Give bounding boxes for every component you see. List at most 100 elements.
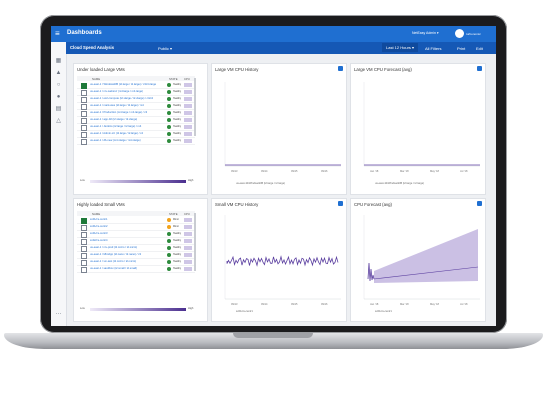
table-row[interactable]: us-east-1 / vm-test (t2.micro / t2.micro… [77, 259, 195, 266]
search-icon[interactable]: ○ [56, 82, 61, 88]
vm-name-link[interactable]: sv01/cs-centr1 [90, 218, 108, 221]
vm-name-link[interactable]: us-east-1 / vm-test (t2.micro / t2.micro… [90, 260, 137, 263]
alert-icon[interactable]: ▲ [55, 70, 62, 76]
forecast-line [373, 266, 479, 280]
visibility-dropdown[interactable]: Public ▾ [158, 46, 173, 51]
vm-name-link[interactable]: us-east-1 / db-new (m4.xlarge / m4.xlarg… [90, 139, 141, 142]
table-row[interactable]: us-east-1 / mv-prod (t2.micro / t2.micro… [77, 245, 195, 252]
row-checkbox[interactable] [81, 132, 87, 138]
scrollbar[interactable] [194, 78, 196, 136]
load-legend-bar [90, 308, 186, 311]
row-checkbox[interactable] [81, 97, 87, 103]
table-row[interactable]: us-east-1 / Admin-LC (t2.large / t2.larg… [77, 131, 195, 138]
row-checkbox[interactable] [81, 239, 87, 245]
tick-label: 09/13 [231, 169, 238, 173]
vm-name-link[interactable]: us-east-1 / MiniApp (t2.nano / t2.nano) … [90, 253, 141, 256]
scrollbar[interactable] [194, 213, 196, 271]
cpu-bar [184, 104, 192, 108]
vm-name-link[interactable]: sv01/cs-centr2 [90, 225, 108, 228]
left-sidebar: ▦ ▲ ○ ● ▤ △ … [51, 42, 67, 326]
row-checkbox[interactable] [81, 111, 87, 117]
table-row[interactable]: us-east-1 / Jenkins (t2.large / t2.large… [77, 124, 195, 131]
tick-label: Jul '18 [460, 169, 468, 173]
planning-icon[interactable]: ● [56, 94, 61, 100]
row-checkbox[interactable] [81, 246, 87, 252]
vm-name-link[interactable]: us-east-1 / app-02 (t2.xlarge / t2.xlarg… [90, 118, 138, 121]
table-row[interactable]: sv01/cs-centr1 Minor [77, 217, 195, 224]
warning-icon[interactable]: △ [56, 118, 61, 124]
dashboard-name[interactable]: Cloud Spend Analysis [70, 45, 115, 50]
print-button[interactable]: Print [457, 46, 466, 51]
vm-name-link[interactable]: us-east-1 / sandbox (t2.small / t2.small… [90, 267, 137, 270]
table-row[interactable]: us-east-1 / mv-websrvr (m4.large / m4.la… [77, 89, 195, 96]
row-checkbox[interactable] [81, 125, 87, 131]
row-checkbox[interactable] [81, 90, 87, 96]
panel-options-icon[interactable] [338, 66, 343, 71]
vm-name-link[interactable]: us-east-1 / Admin-LC (t2.large / t2.larg… [90, 132, 144, 135]
tick-label: 09/15 [291, 302, 298, 306]
row-checkbox[interactable] [81, 83, 87, 89]
panel-options-icon[interactable] [477, 201, 482, 206]
time-range-dropdown[interactable]: Last 12 Hours ▾ [382, 43, 418, 52]
highly-loaded-table: NAME STATE CPU sv01/cs-centr1 Minor sv01/c… [77, 211, 195, 289]
table-row[interactable]: sv01/cs-centr2 Minor [77, 224, 195, 231]
table-row[interactable]: sv02/cs-centr4 Healthy [77, 238, 195, 245]
large-history-chart: 09/13 09/14 09/15 09/16 [224, 82, 341, 173]
row-checkbox[interactable] [81, 260, 87, 266]
vm-name-link[interactable]: sv01/cs-centr3 [90, 232, 108, 235]
table-header: NAME STATE CPU [77, 211, 195, 216]
vm-name-link[interactable]: us-east-1 / Production (m4.large / m4.la… [90, 111, 148, 114]
table-row[interactable]: us-east-1 / WindowsDB (t2.large / t2.lar… [77, 82, 195, 89]
row-checkbox[interactable] [81, 267, 87, 273]
panel-options-icon[interactable] [338, 201, 343, 206]
table-row[interactable]: us-east-1 / db-new (m4.xlarge / m4.xlarg… [77, 138, 195, 145]
row-checkbox[interactable] [81, 232, 87, 238]
collapse-icon[interactable]: … [55, 310, 62, 316]
edit-button[interactable]: Edit [476, 46, 483, 51]
row-checkbox[interactable] [81, 104, 87, 110]
row-checkbox[interactable] [81, 253, 87, 259]
vm-name-link[interactable]: us-east-1 / Jenkins (t2.large / t2.large… [90, 125, 142, 128]
laptop-notch [233, 333, 313, 338]
tick-label: 09/14 [261, 302, 268, 306]
hamburger-menu-icon[interactable]: ≡ [55, 29, 60, 38]
table-row[interactable]: us-east-1 / ec2-compute (t2.xlarge / t2.… [77, 96, 195, 103]
table-row[interactable]: us-east-1 / mark-aws (t2.large / t2.larg… [77, 103, 195, 110]
vm-name-link[interactable]: us-east-1 / mv-websrvr (m4.large / m4.la… [90, 90, 144, 93]
large-forecast-panel: Large VM CPU Forecast (avg) Jan '18 Mar … [350, 63, 486, 195]
status-label: Healthy [173, 97, 182, 101]
tick-label: Jan '18 [370, 169, 379, 173]
vm-name-link[interactable]: us-east-1 / mark-aws (t2.large / t2.larg… [90, 104, 144, 107]
row-checkbox[interactable] [81, 218, 87, 224]
vm-name-link[interactable]: us-east-1 / mv-prod (t2.micro / t2.micro… [90, 246, 138, 249]
status-label: Healthy [173, 253, 182, 257]
calendar-icon[interactable]: ▤ [55, 106, 62, 112]
page-title: Dashboards [67, 30, 102, 36]
cpu-forecast-chart: Jan '18 Mar '18 May '18 Jul '18 [363, 215, 480, 306]
table-row[interactable]: us-east-1 / app-02 (t2.xlarge / t2.xlarg… [77, 117, 195, 124]
chart-legend: us-east-1b/WindowsDB (t2.large / t2.larg… [375, 182, 425, 185]
table-row[interactable]: us-east-1 / sandbox (t2.small / t2.small… [77, 266, 195, 273]
row-checkbox[interactable] [81, 225, 87, 231]
vm-name-link[interactable]: us-east-1 / ec2-compute (t2.xlarge / t2.… [90, 97, 154, 100]
tick-label: 09/13 [231, 302, 238, 306]
user-menu[interactable]: NetEasy Admin ▾ [412, 31, 439, 35]
series-line [226, 255, 339, 267]
table-row[interactable]: us-east-1 / Production (m4.large / m4.la… [77, 110, 195, 117]
table-row[interactable]: sv01/cs-centr3 Healthy [77, 231, 195, 238]
status-dot-icon [167, 125, 171, 129]
row-checkbox[interactable] [81, 139, 87, 145]
row-checkbox[interactable] [81, 118, 87, 124]
table-row[interactable]: us-east-1 / MiniApp (t2.nano / t2.nano) … [77, 252, 195, 259]
panel-options-icon[interactable] [477, 66, 482, 71]
vm-name-link[interactable]: sv02/cs-centr4 [90, 239, 108, 242]
load-legend-bar [90, 180, 186, 183]
filters-button[interactable]: All Filters [425, 46, 442, 51]
cpu-bar [184, 267, 192, 271]
tick-label: May '18 [430, 302, 440, 306]
under-loaded-table: NAME STATE CPU us-east-1 / WindowsDB (t2… [77, 76, 195, 154]
grid-icon[interactable]: ▦ [55, 58, 62, 64]
vm-name-link[interactable]: us-east-1 / WindowsDB (t2.large / t2.lar… [90, 83, 157, 86]
status-dot-icon [167, 83, 171, 87]
cpu-bar [184, 118, 192, 122]
